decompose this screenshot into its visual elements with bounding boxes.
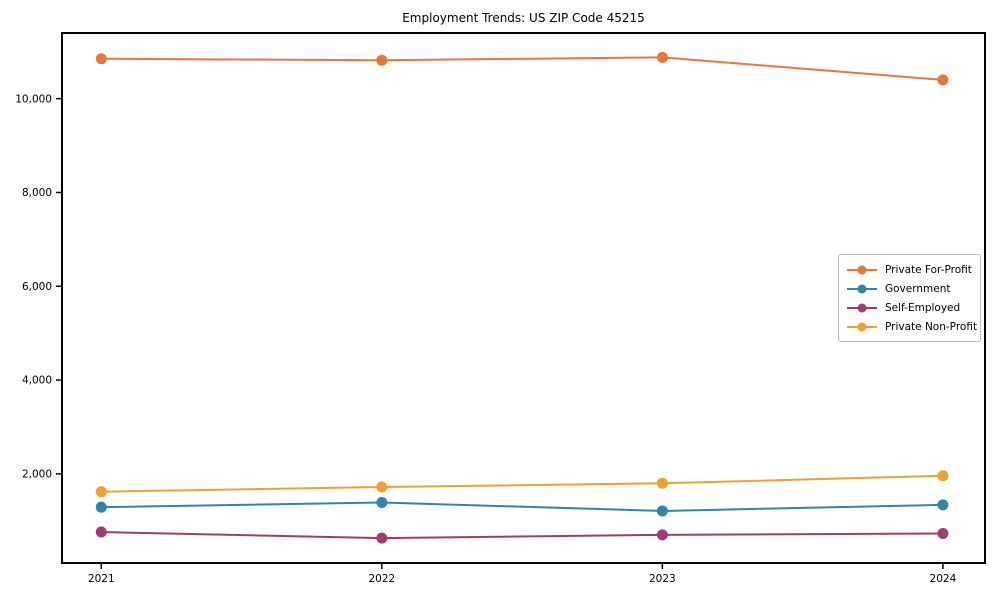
- legend-item: Self-Employed: [846, 299, 973, 317]
- series-marker: [656, 51, 668, 63]
- series-marker: [376, 496, 388, 508]
- series-marker: [937, 499, 949, 511]
- series-marker: [656, 505, 668, 517]
- x-tick-label: 2022: [368, 573, 395, 585]
- legend-item: Government: [846, 280, 973, 298]
- series-marker: [937, 74, 949, 86]
- series-marker: [376, 481, 388, 493]
- legend-line-marker-sample: [847, 303, 877, 312]
- legend: Private For-Profit Government Self-Employe…: [838, 254, 981, 342]
- x-tick-label: 2021: [88, 573, 115, 585]
- legend-line-marker-sample: [847, 265, 877, 274]
- series-marker: [376, 54, 388, 66]
- legend-label: Private For-Profit: [885, 263, 972, 276]
- legend-line-marker-sample: [847, 284, 877, 293]
- axes-spines: [61, 32, 986, 564]
- y-tick-label: 2,000: [22, 468, 52, 480]
- chart-title: Employment Trends: US ZIP Code 45215: [402, 11, 645, 25]
- series-marker: [937, 470, 949, 482]
- legend-item: Private For-Profit: [846, 261, 973, 279]
- x-tick-label: 2024: [930, 573, 957, 585]
- x-tick-label: 2023: [649, 573, 676, 585]
- legend-line-marker-sample: [847, 322, 877, 331]
- series-marker: [95, 53, 107, 65]
- y-tick-label: 4,000: [22, 375, 52, 387]
- series-marker: [656, 477, 668, 489]
- legend-label: Private Non-Profit: [885, 320, 978, 333]
- legend-label: Self-Employed: [885, 301, 961, 314]
- y-tick-label: 8,000: [22, 187, 52, 199]
- series-marker: [656, 529, 668, 541]
- series-marker: [376, 532, 388, 544]
- series-marker: [95, 526, 107, 538]
- series-line-self-employed: [101, 531, 943, 540]
- series-line-private-non-profit: [101, 474, 943, 493]
- series-marker: [95, 501, 107, 513]
- series-marker: [937, 527, 949, 539]
- series-line-government: [101, 501, 943, 512]
- y-tick-label: 6,000: [22, 281, 52, 293]
- legend-item: Private Non-Profit: [846, 318, 977, 336]
- legend-label: Government: [885, 282, 951, 295]
- y-tick-label: 10,000: [15, 93, 52, 105]
- series-line-private-for-profit: [101, 56, 943, 81]
- series-marker: [95, 486, 107, 498]
